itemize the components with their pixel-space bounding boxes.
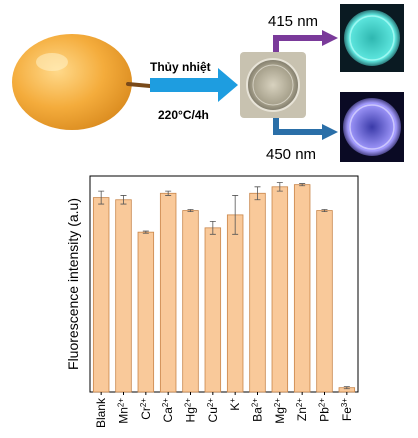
bar-blank [92,197,110,393]
arrow-to-415 [273,30,338,52]
bar-k [226,214,244,393]
method-label: Thủy nhiệt [150,60,211,74]
bar-cr2 [137,231,155,393]
x-tick-label: Mg2+ [273,398,287,424]
synthesis-illustration [12,4,404,162]
error-bar [299,183,306,187]
bar-pb2 [316,210,333,393]
error-bar [232,195,239,235]
x-tick-label: Hg2+ [184,398,198,423]
error-bar [142,230,149,234]
fruit-stem [126,82,152,88]
error-bar [187,209,194,213]
x-tick-label: Mn2+ [117,398,131,424]
error-bar [165,190,172,196]
bars-layer [92,182,356,393]
error-bar [120,195,127,205]
error-bar [209,220,216,235]
bar-zn2 [293,184,311,393]
plot-frame [89,175,359,393]
x-tick-label: Ba2+ [251,398,265,422]
error-bar [254,186,261,201]
error-bar [343,386,350,390]
error-bar [321,209,328,213]
hydrothermal-arrow [150,68,238,102]
fluorescence-photo-415 [340,4,404,72]
bar-ba2 [249,192,266,393]
bar-cu2 [204,227,222,393]
fruit-image [12,34,152,130]
x-tick-label: Blank [94,397,108,428]
arrow-to-450 [273,118,338,140]
y-axis-label: Fluorescence intensity (a.u) [65,198,81,370]
bar-ca2 [159,192,177,393]
condition-label: 220°C/4h [158,108,209,122]
emission-450-label: 450 nm [266,146,317,163]
bar-hg2 [182,210,199,393]
bar-mn2 [115,199,132,393]
x-tick-label: Ca2+ [161,398,175,423]
x-tick-label: Zn2+ [295,398,309,421]
x-tick-label: Pb2+ [318,398,332,422]
x-tick-label: Cu2+ [206,398,220,423]
error-bar [98,190,105,205]
vial-image [240,52,306,118]
emission-415-label: 415 nm [268,13,319,30]
fluorescence-photo-450 [340,92,404,162]
x-tick-label: Cr2+ [139,398,153,420]
bar-mg2 [271,186,289,393]
x-tick-label: Fe3+ [340,398,354,421]
x-tick-labels: Blank Mn2+ Cr2+ Ca2+ Hg2+ Cu2+ K+ Ba2+ Mg2+ Zn2+ P… [94,392,354,428]
error-bar [276,182,283,192]
x-tick-label: K+ [228,398,242,411]
